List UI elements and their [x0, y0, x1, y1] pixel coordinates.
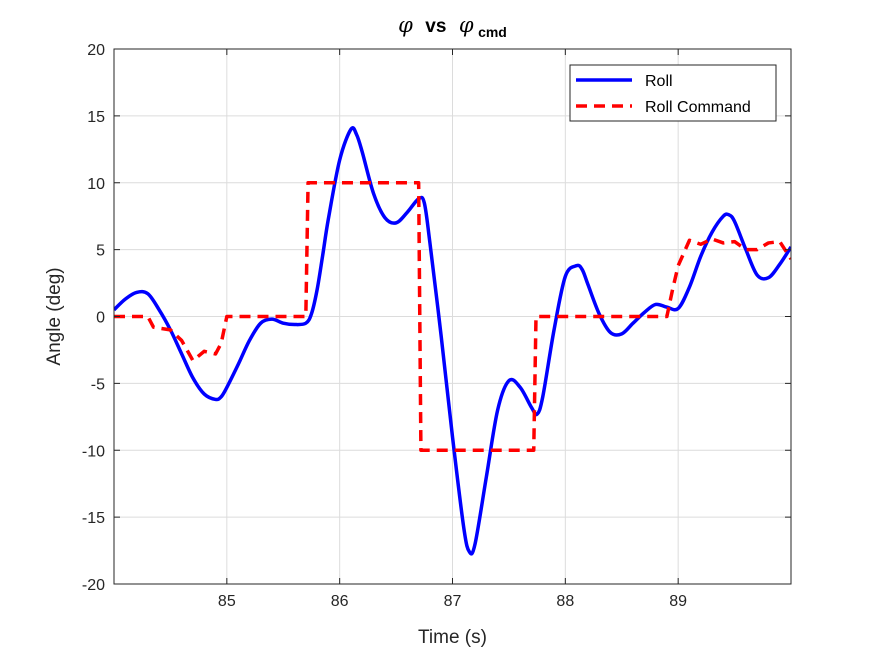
- y-tick-label: 10: [87, 176, 105, 193]
- grid: [114, 49, 791, 584]
- legend: Roll Roll Command: [570, 65, 776, 121]
- x-axis-label: Time (s): [418, 627, 487, 648]
- legend-label-roll: Roll: [645, 73, 673, 90]
- y-tick-label: -15: [82, 510, 105, 527]
- y-tick-label: 5: [96, 243, 105, 260]
- x-tick-label: 87: [444, 593, 462, 610]
- y-tick-label: -10: [82, 443, 105, 460]
- title-subscript: cmd: [478, 24, 507, 40]
- axis-ticks: 85 86 87 88 89 -20 -15 -10 -5 0 5 10 15 20: [82, 42, 791, 610]
- y-tick-label: 20: [87, 42, 105, 59]
- title-phi-cmd: φ: [459, 13, 474, 37]
- legend-label-roll-command: Roll Command: [645, 99, 751, 116]
- y-tick-label: -5: [91, 376, 105, 393]
- chart-title: φ vs φ cmd: [398, 13, 507, 40]
- title-phi: φ: [398, 13, 413, 37]
- y-axis-label: Angle (deg): [44, 267, 65, 365]
- x-tick-label: 86: [331, 593, 349, 610]
- x-tick-label: 88: [556, 593, 574, 610]
- title-vs: vs: [425, 16, 446, 37]
- y-tick-label: 15: [87, 109, 105, 126]
- x-tick-label: 85: [218, 593, 236, 610]
- y-tick-label: -20: [82, 577, 105, 594]
- y-tick-label: 0: [96, 310, 105, 327]
- x-tick-label: 89: [669, 593, 687, 610]
